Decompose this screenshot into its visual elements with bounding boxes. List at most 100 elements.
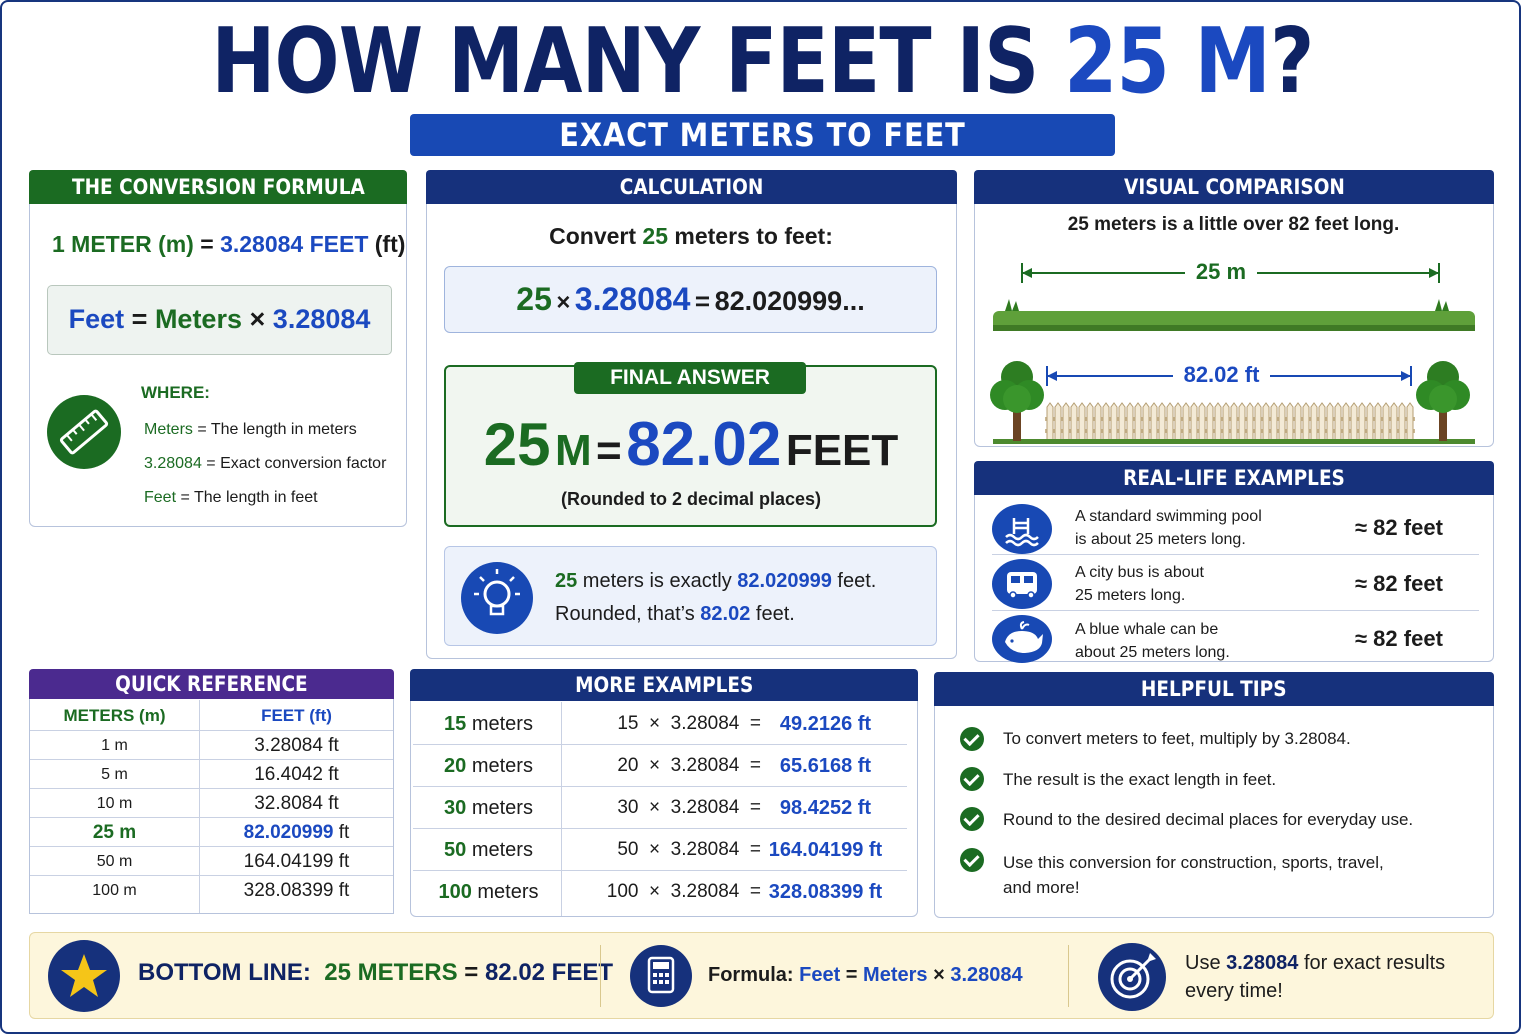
fence-picket [1278, 402, 1286, 442]
example-bus-text: A city bus is about 25 meters long. [1075, 564, 1204, 604]
fence-picket [1406, 402, 1414, 442]
definition-feet: Feet = The length in feet [144, 489, 318, 506]
fence-picket [1182, 402, 1190, 442]
example-whale-value: ≈ 82 feet [1355, 626, 1443, 651]
helpful-tips-panel: HELPFUL TIPS To convert meters to feet, … [934, 672, 1494, 918]
helpful-tips-header: HELPFUL TIPS [934, 672, 1494, 706]
tip-item: To convert meters to feet, multiply by 3… [1003, 729, 1351, 748]
fence-picket [1110, 402, 1118, 442]
real-life-header: REAL-LIFE EXAMPLES [974, 461, 1494, 495]
check-icon [960, 807, 984, 831]
calculation-panel: CALCULATION Convert 25 meters to feet: 2… [426, 170, 957, 659]
calculation-header: CALCULATION [426, 170, 957, 204]
fence-picket [1342, 402, 1350, 442]
ruler-icon [47, 395, 121, 469]
page-title: HOW MANY FEET IS 25 M? [116, 8, 1409, 116]
fence-picket [1286, 402, 1294, 442]
fence-picket [1358, 402, 1366, 442]
subtitle-banner: EXACT METERS TO FEET CONVERSION [410, 114, 1115, 196]
bottom-line-banner: BOTTOM LINE: 25 METERS = 82.02 FEET Form… [29, 932, 1494, 1019]
fence-picket [1206, 402, 1214, 442]
visual-header: VISUAL COMPARISON [974, 170, 1494, 204]
final-answer-label: FINAL ANSWER [574, 362, 806, 394]
exact-note-text: 25 meters is exactly 82.020999 feet. Rou… [555, 570, 877, 625]
visual-caption: 25 meters is a little over 82 feet long. [1067, 214, 1400, 235]
fence-picket [1294, 402, 1302, 442]
lightbulb-icon [461, 562, 533, 634]
divider [413, 744, 907, 745]
fence-picket [1222, 402, 1230, 442]
divider [30, 788, 393, 789]
fence-picket [1070, 402, 1078, 442]
example-pool-value: ≈ 82 feet [1355, 515, 1443, 540]
divider [30, 759, 393, 760]
fence-picket [1118, 402, 1126, 442]
fence-picket [1302, 402, 1310, 442]
table-cell-meters: 1 m [101, 737, 128, 754]
more-examples-header: MORE EXAMPLES [410, 669, 918, 701]
fence-picket [1214, 402, 1222, 442]
divider [992, 554, 1479, 555]
fence-picket [1126, 402, 1134, 442]
more-examples-panel: MORE EXAMPLES 15 meters 15 × 3.28084 = 49.… [410, 669, 918, 917]
fence-picket [1270, 402, 1278, 442]
example-result: 328.08399 ft [768, 881, 883, 903]
divider [413, 786, 907, 787]
quick-reference-header: QUICK REFERENCE [29, 669, 394, 699]
fence-picket [1334, 402, 1342, 442]
fence-picket [1158, 402, 1166, 442]
definition-factor: 3.28084 = Exact conversion factor [144, 455, 387, 472]
table-cell-meters: 10 m [96, 795, 133, 812]
column-header-meters: METERS (m) [63, 706, 166, 725]
example-result: 65.6168 ft [779, 755, 872, 777]
fence-picket [1134, 402, 1142, 442]
meters-length-label: 25 m [1195, 259, 1247, 284]
fence-picket [1150, 402, 1158, 442]
tip-item: Use this conversion for construction, sp… [1003, 853, 1384, 897]
fence-picket [1046, 402, 1054, 442]
calculator-icon [630, 945, 692, 1007]
table-cell-feet: 82.020999 ft [243, 822, 350, 843]
example-meters: 50 meters [444, 839, 533, 861]
fence-picket [1310, 402, 1318, 442]
table-cell-meters: 25 m [92, 822, 137, 843]
fence-picket [1398, 402, 1406, 442]
title-question: ? [1269, 9, 1314, 114]
divider [1068, 945, 1069, 1007]
pool-icon [992, 504, 1052, 554]
table-cell-meters: 100 m [92, 882, 137, 899]
tip-item: Round to the desired decimal places for … [1003, 810, 1414, 829]
divider [30, 875, 393, 876]
fence-picket [1190, 402, 1198, 442]
fence-picket [1174, 402, 1182, 442]
real-life-panel: REAL-LIFE EXAMPLES A standard swimming p… [974, 461, 1494, 663]
table-cell-meters: 5 m [101, 766, 128, 783]
calc-equation: 25 × 3.28084 = 82.020999... [444, 266, 937, 333]
calc-prompt: Convert 25 meters to feet: [549, 223, 833, 249]
fence-picket [1062, 402, 1070, 442]
example-meters: 100 meters [438, 881, 539, 903]
where-label: WHERE: [141, 383, 210, 402]
example-calculation: 100 × 3.28084 = [606, 881, 761, 902]
fence-picket [1318, 402, 1326, 442]
rounded-note: (Rounded to 2 decimal places) [560, 489, 822, 509]
divider [600, 945, 601, 1007]
example-meters: 30 meters [444, 797, 533, 819]
bottom-use-text: Use 3.28084 for exact results every time… [1185, 952, 1446, 1002]
fence-picket [1142, 402, 1150, 442]
target-icon [1098, 943, 1166, 1011]
check-icon [960, 848, 984, 872]
formula-one-meter: 1 METER (m) = 3.28084 FEET (ft) [52, 231, 406, 257]
comparison-illustration [990, 263, 1475, 444]
table-cell-feet: 32.8084 ft [254, 793, 339, 814]
check-icon [960, 727, 984, 751]
fence-picket [1230, 402, 1238, 442]
formula-box: Feet = Meters × 3.28084 [47, 285, 392, 355]
divider [30, 846, 393, 847]
fence-picket [1262, 402, 1270, 442]
feet-length-label: 82.02 ft [1183, 362, 1260, 387]
fence-icon [1045, 417, 1415, 433]
title-number: 25 M [1064, 9, 1271, 114]
divider [413, 870, 907, 871]
